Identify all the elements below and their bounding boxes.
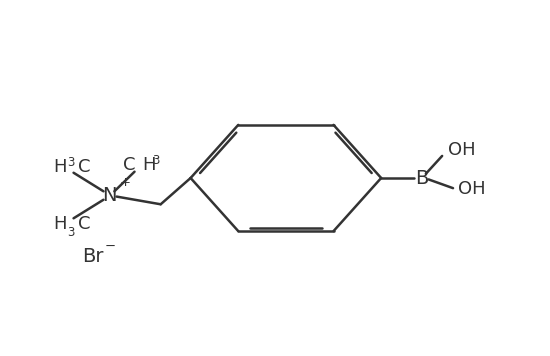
Text: 3: 3 <box>152 154 160 167</box>
Text: B: B <box>415 168 428 188</box>
Text: C: C <box>123 156 136 174</box>
Text: +: + <box>120 176 131 189</box>
Text: OH: OH <box>448 141 475 159</box>
Text: OH: OH <box>459 179 486 198</box>
Text: C: C <box>78 158 90 176</box>
Text: 3: 3 <box>68 226 75 239</box>
Text: H: H <box>53 158 67 176</box>
Text: 3: 3 <box>68 156 75 169</box>
Text: −: − <box>104 240 116 253</box>
Text: C: C <box>78 215 90 233</box>
Text: H: H <box>142 156 156 174</box>
Text: Br: Br <box>82 247 103 266</box>
Text: H: H <box>53 215 67 233</box>
Text: N: N <box>102 186 116 205</box>
